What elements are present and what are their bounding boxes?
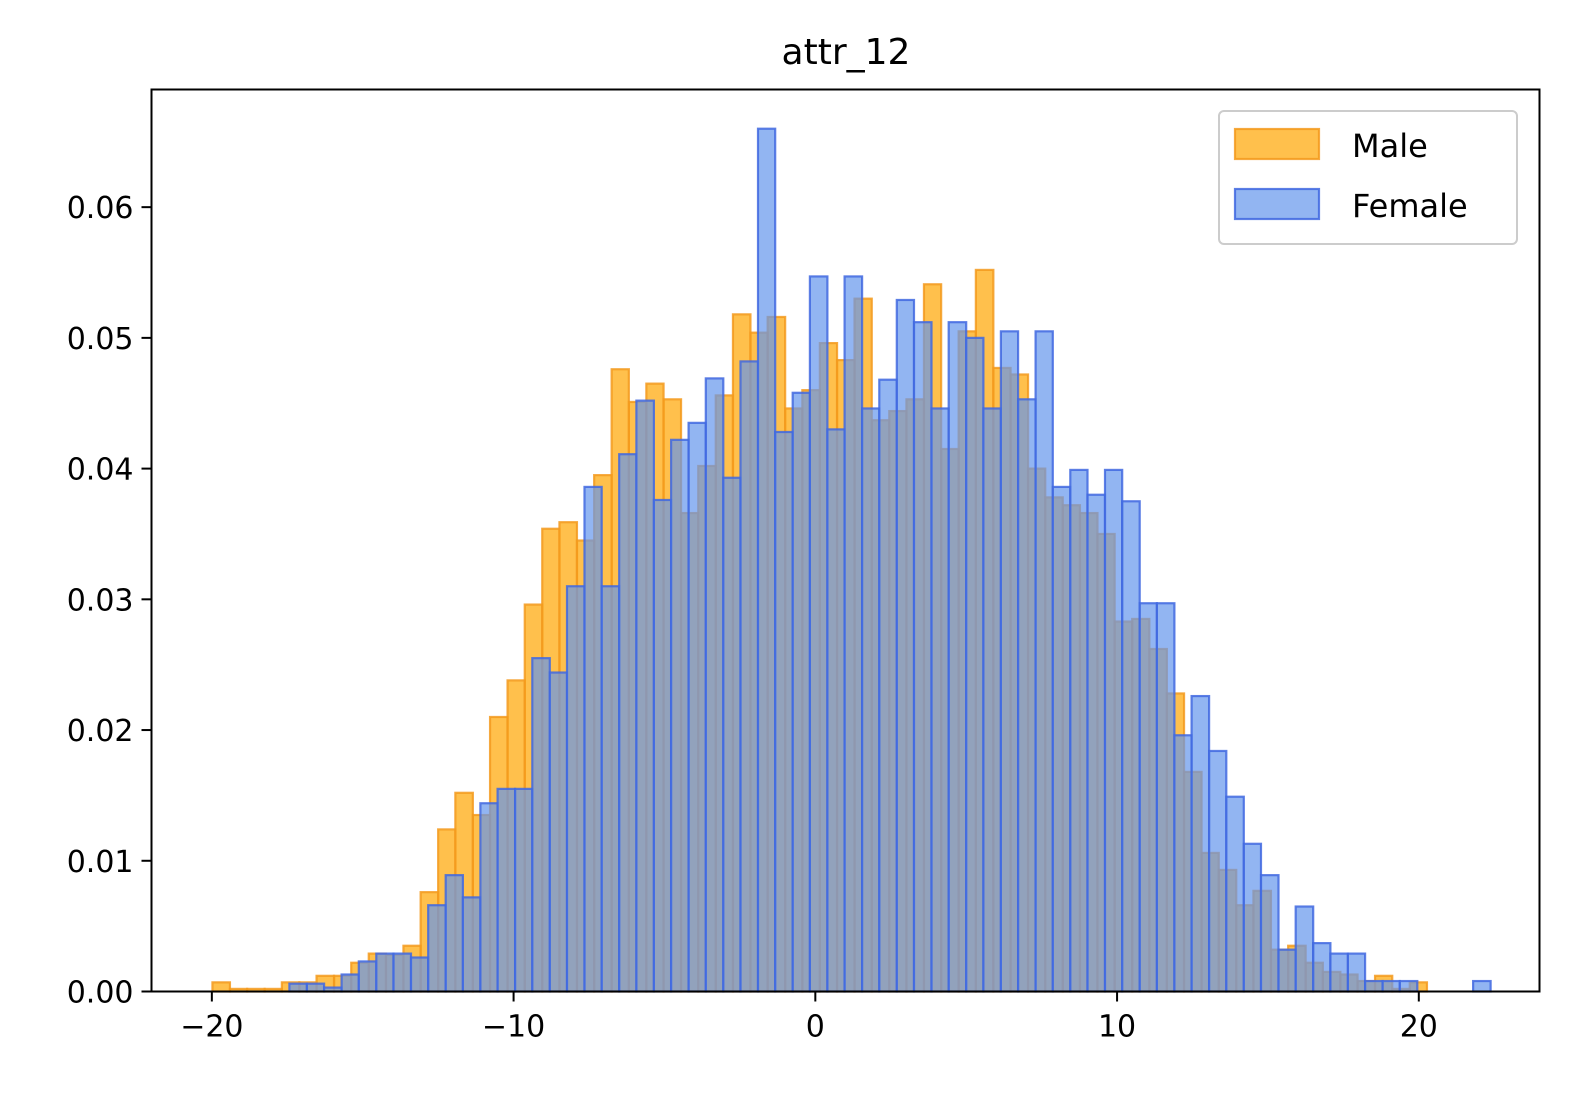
female-bar (548, 671, 569, 993)
female-bar (1329, 952, 1349, 993)
chart-title: attr_12 (782, 32, 911, 73)
female-bar (1381, 979, 1401, 993)
female-bar (843, 275, 864, 993)
female-bar (826, 428, 846, 993)
female-bar (999, 330, 1020, 993)
legend: Male Female (1218, 110, 1518, 245)
female-bar (1277, 948, 1297, 993)
y-tick-label: 0.00 (67, 976, 134, 1011)
female-bar (340, 973, 360, 993)
legend-swatch-female (1233, 187, 1321, 221)
x-tick-label: 20 (1400, 1010, 1438, 1045)
female-bar (878, 378, 898, 993)
female-bar (895, 298, 916, 993)
legend-label-female: Female (1352, 187, 1468, 225)
female-bar (461, 896, 482, 993)
female-bar (965, 336, 985, 993)
female-bar (756, 127, 777, 993)
y-tick-label: 0.06 (67, 191, 134, 226)
female-bar (1034, 330, 1054, 993)
female-bar (618, 453, 638, 993)
female-bar (1346, 952, 1367, 993)
female-bar (1363, 979, 1384, 993)
female-bar (1242, 842, 1263, 993)
x-axis: −20 −10 0 10 20 (180, 991, 1438, 1045)
female-bar (1190, 694, 1211, 993)
female-bar (912, 321, 933, 993)
female-bar (1472, 979, 1492, 993)
female-bar (669, 438, 690, 993)
female-bar (930, 407, 950, 993)
female-bar (392, 952, 413, 993)
plot-frame (150, 88, 1541, 993)
female-bar (860, 407, 881, 993)
y-axis: 0.00 0.01 0.02 0.03 0.04 0.05 0.06 (67, 191, 152, 1011)
female-bar (808, 275, 829, 993)
female-bar (791, 391, 811, 993)
female-bar (947, 321, 968, 993)
legend-label-male: Male (1352, 127, 1428, 165)
female-bar (687, 421, 707, 993)
female-bar (375, 952, 395, 993)
female-bar (1051, 485, 1072, 993)
x-tick-label: 10 (1098, 1010, 1136, 1045)
female-bar (513, 787, 534, 993)
female-bar (635, 399, 655, 993)
female-bar (305, 982, 326, 993)
female-bar (1312, 942, 1332, 993)
female-bar (496, 787, 517, 993)
female-bar (565, 585, 586, 993)
female-bar (1225, 795, 1245, 993)
female-bar (409, 956, 430, 993)
male-bar (211, 981, 232, 993)
female-bar (479, 802, 499, 993)
female-bar (1138, 602, 1158, 993)
female-bar (427, 904, 447, 993)
female-bar (1259, 874, 1280, 993)
y-tick-label: 0.03 (67, 583, 134, 618)
female-bar (722, 476, 742, 993)
female-bar (1294, 905, 1315, 993)
y-tick-label: 0.01 (67, 845, 134, 880)
female-bar (444, 874, 464, 993)
female-bar (357, 960, 378, 993)
female-bar (600, 585, 621, 993)
y-tick-label: 0.02 (67, 714, 134, 749)
female-bar (583, 485, 603, 993)
female-bar (774, 430, 794, 993)
female-bar (704, 377, 725, 993)
female-bar (288, 982, 308, 993)
female-bar (652, 498, 673, 993)
x-tick-label: −10 (482, 1010, 545, 1045)
female-bar (982, 407, 1002, 993)
female-bar (1069, 468, 1089, 993)
bars-layer (211, 127, 1492, 993)
female-bar (1207, 749, 1228, 993)
y-tick-label: 0.05 (67, 322, 134, 357)
legend-swatch-male (1233, 127, 1321, 161)
y-tick-label: 0.04 (67, 453, 134, 488)
female-bar (1398, 979, 1419, 993)
female-bar (1121, 500, 1141, 993)
female-bar (531, 657, 551, 993)
female-bar (1016, 398, 1037, 993)
female-bar (1155, 602, 1176, 993)
x-tick-label: 0 (806, 1010, 825, 1045)
female-bar (739, 360, 760, 993)
female-bar (1103, 468, 1124, 993)
x-tick-label: −20 (180, 1010, 243, 1045)
female-bar (1086, 493, 1107, 993)
female-bar (1173, 734, 1193, 993)
